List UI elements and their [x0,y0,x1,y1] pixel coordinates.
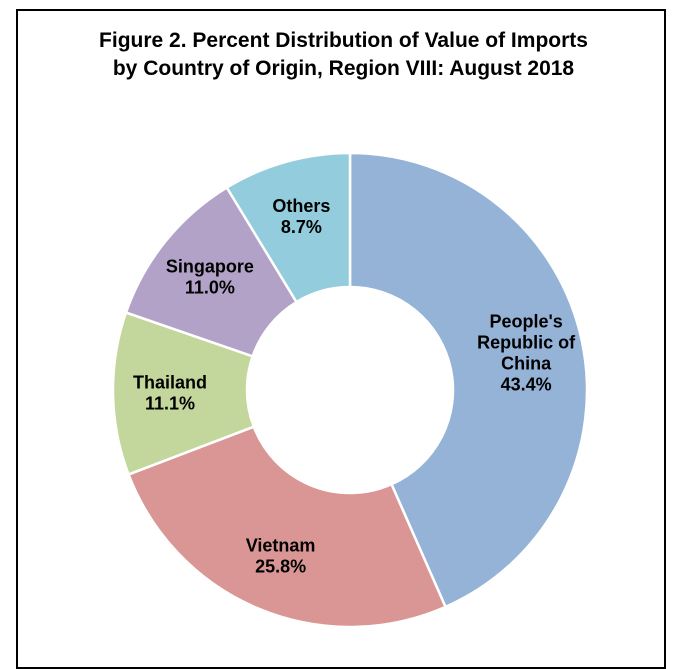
donut-slices [111,151,589,629]
slice-name-singapore: Singapore [166,257,254,277]
slice-value-singapore: 11.0% [185,278,235,298]
slice-others [225,151,352,304]
slice-vietnam [126,425,448,629]
slice-name-vietnam: Vietnam [246,536,316,556]
donut-labels: People's Republic of China 43.4% Vietnam 25.8… [133,196,576,576]
chart-title-line-1: Figure 2. Percent Distribution of Value … [99,29,588,52]
slice-value-others: 8.7% [281,217,322,237]
slice-label-others: Others 8.7% [272,196,330,237]
slice-label-people-s-republic-of-china: People's Republic of China 43.4% [477,311,576,394]
slice-name-others: Others [272,196,330,216]
slice-label-vietnam: Vietnam 25.8% [246,536,316,577]
slice-name-people-s-republic-of-china: China [501,353,552,373]
slice-name-people-s-republic-of-china: People's [489,311,562,331]
slice-people-s-republic-of-china [348,151,589,609]
slice-value-people-s-republic-of-china: 43.4% [501,374,552,394]
slice-label-thailand: Thailand 11.1% [133,372,207,413]
slice-name-people-s-republic-of-china: Republic of [477,332,576,352]
slice-value-vietnam: 25.8% [255,557,306,577]
slice-name-thailand: Thailand [133,372,207,392]
chart-title: Figure 2. Percent Distribution of Value … [0,27,687,83]
chart-title-line-2: by Country of Origin, Region VIII: Augus… [112,57,575,80]
slice-label-singapore: Singapore 11.0% [166,257,254,298]
slice-value-thailand: 11.1% [145,393,195,413]
